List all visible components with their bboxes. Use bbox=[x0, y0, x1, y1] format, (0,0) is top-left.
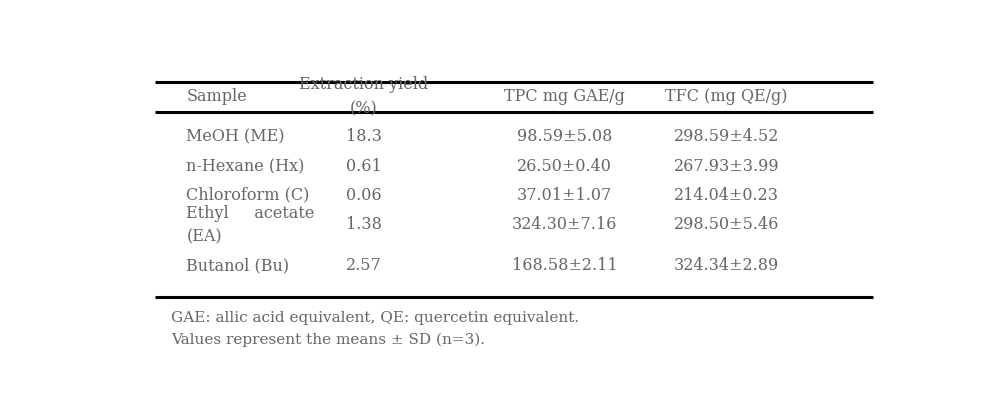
Text: 324.34±2.89: 324.34±2.89 bbox=[674, 257, 779, 274]
Text: TPC mg GAE/g: TPC mg GAE/g bbox=[504, 88, 624, 105]
Text: 2.57: 2.57 bbox=[346, 257, 381, 274]
Text: 298.59±4.52: 298.59±4.52 bbox=[674, 129, 779, 145]
Text: Values represent the means ± SD (n=3).: Values represent the means ± SD (n=3). bbox=[171, 333, 485, 347]
Text: 298.50±5.46: 298.50±5.46 bbox=[674, 216, 779, 233]
Text: Extraction yield
(%): Extraction yield (%) bbox=[299, 76, 428, 118]
Text: 168.58±2.11: 168.58±2.11 bbox=[512, 257, 618, 274]
Text: Ethyl     acetate
(EA): Ethyl acetate (EA) bbox=[186, 205, 315, 245]
Text: 98.59±5.08: 98.59±5.08 bbox=[517, 129, 613, 145]
Text: n-Hexane (Hx): n-Hexane (Hx) bbox=[186, 158, 305, 175]
Text: 18.3: 18.3 bbox=[346, 129, 381, 145]
Text: 0.06: 0.06 bbox=[346, 186, 381, 204]
Text: Sample: Sample bbox=[186, 88, 247, 105]
Text: Chloroform (C): Chloroform (C) bbox=[186, 186, 310, 204]
Text: 267.93±3.99: 267.93±3.99 bbox=[673, 158, 780, 175]
Text: MeOH (ME): MeOH (ME) bbox=[186, 129, 285, 145]
Text: Butanol (Bu): Butanol (Bu) bbox=[186, 257, 290, 274]
Text: 1.38: 1.38 bbox=[346, 216, 381, 233]
Text: 26.50±0.40: 26.50±0.40 bbox=[517, 158, 612, 175]
Text: 214.04±0.23: 214.04±0.23 bbox=[674, 186, 779, 204]
Text: 324.30±7.16: 324.30±7.16 bbox=[512, 216, 618, 233]
Text: TFC (mg QE/g): TFC (mg QE/g) bbox=[665, 88, 788, 105]
Text: GAE: allic acid equivalent, QE: quercetin equivalent.: GAE: allic acid equivalent, QE: querceti… bbox=[171, 310, 579, 325]
Text: 0.61: 0.61 bbox=[346, 158, 381, 175]
Text: 37.01±1.07: 37.01±1.07 bbox=[517, 186, 613, 204]
